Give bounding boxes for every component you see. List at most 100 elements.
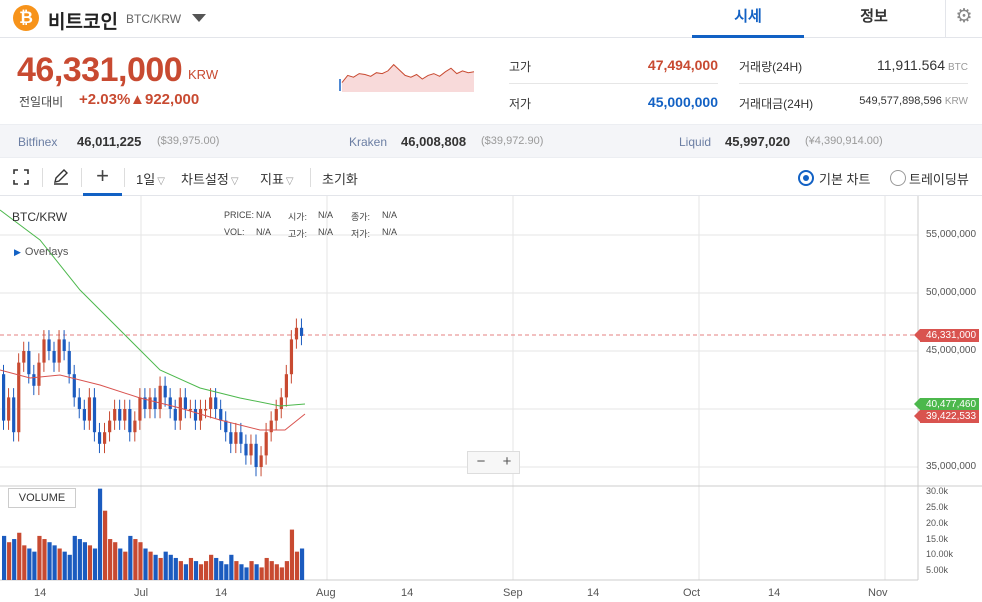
indicators-menu[interactable]: 지표 ▽ <box>260 169 294 188</box>
candle-body <box>224 420 228 433</box>
price-chart[interactable] <box>0 196 982 602</box>
x-tick-label: 14 <box>215 587 228 599</box>
pencil-icon[interactable] <box>48 159 74 196</box>
chart-settings-menu[interactable]: 차트설정 ▽ <box>181 169 239 188</box>
candle-body <box>17 362 21 433</box>
candle-body <box>22 351 26 363</box>
change-amount: 922,000 <box>145 91 200 108</box>
candle-body <box>47 339 51 351</box>
ohlc-open-value: N/A <box>318 210 334 220</box>
chevron-down-icon: ▽ <box>285 176 294 187</box>
volume-bar <box>274 564 279 580</box>
candle-body <box>62 339 66 351</box>
chevron-down-icon[interactable] <box>192 14 206 22</box>
volume-bar <box>178 561 183 580</box>
candle-body <box>2 374 6 421</box>
reset-button[interactable]: 초기화 <box>322 172 358 187</box>
volume-24h: 11,911.564 BTC <box>800 57 968 73</box>
volume-bar <box>193 561 199 580</box>
divider <box>81 168 82 187</box>
volume-bar <box>148 551 153 580</box>
candle-body <box>67 351 71 375</box>
crosshair-icon[interactable]: + <box>83 159 122 196</box>
volume-bar <box>92 548 98 580</box>
tradingview-label[interactable]: 트레이딩뷰 <box>909 172 969 187</box>
x-tick-label: 14 <box>587 587 600 599</box>
volume-bar <box>118 548 123 580</box>
volume-bar <box>198 564 204 580</box>
ma-short-price-tag: 39,422,533 <box>913 410 980 423</box>
ohlc-price-value: N/A <box>256 210 272 220</box>
volume-tick-label: 10.00k <box>926 549 954 559</box>
sparkline-line <box>341 63 475 83</box>
volume-bar <box>138 542 143 580</box>
volume-bar <box>72 535 77 580</box>
volume-bar <box>97 488 103 580</box>
price-sparkline <box>338 57 478 92</box>
volume-bar <box>67 554 72 580</box>
fullscreen-icon[interactable] <box>8 159 34 196</box>
candle-body <box>234 432 238 444</box>
y-tick-label: 35,000,000 <box>926 461 977 472</box>
ohlc-vol-value: N/A <box>256 227 272 237</box>
coin-pair: BTC/KRW <box>126 12 182 26</box>
y-tick-label: 50,000,000 <box>926 287 977 298</box>
candle-body <box>108 420 112 433</box>
candle-body <box>92 397 97 433</box>
x-tick-label: Sep <box>503 587 523 599</box>
candle-body <box>294 327 299 340</box>
candle-body <box>113 409 117 421</box>
divider <box>739 83 968 84</box>
candle-body <box>173 409 177 421</box>
interval-select[interactable]: 1일 ▽ <box>136 169 165 188</box>
exchange-name[interactable]: Kraken <box>349 135 388 149</box>
volume-bar <box>188 557 194 580</box>
candle-body <box>153 397 157 409</box>
volume-tick-label: 15.0k <box>926 534 949 544</box>
candle-body <box>128 409 132 433</box>
exchange-price: 45,997,020 <box>725 134 791 149</box>
divider <box>509 83 718 84</box>
volume-bar <box>209 554 214 580</box>
exchange-name[interactable]: Liquid <box>679 135 712 149</box>
candle-body <box>289 339 294 375</box>
exchange-name[interactable]: Bitfinex <box>18 135 58 149</box>
volume-bar <box>289 529 295 580</box>
y-tick-label: 55,000,000 <box>926 229 977 240</box>
candle-body <box>163 385 167 398</box>
basic-chart-label[interactable]: 기본 차트 <box>819 172 871 187</box>
volume-bar <box>299 548 305 580</box>
candle-body <box>239 432 243 444</box>
ohlc-high-label: 고가: <box>288 229 308 239</box>
volume-bar <box>153 554 158 580</box>
zoom-out-button[interactable]: − <box>476 453 486 470</box>
tradingview-radio[interactable] <box>890 170 906 186</box>
candle-body <box>168 397 172 409</box>
ma-long-line <box>0 209 306 407</box>
tab-price[interactable]: 시세 <box>692 0 804 38</box>
zoom-control: − + <box>467 451 520 474</box>
candle-body <box>143 397 147 409</box>
indicators-label: 지표 <box>260 172 284 187</box>
candle-body <box>299 327 304 336</box>
volume-bar <box>32 551 37 580</box>
divider <box>124 168 125 187</box>
volume-bar <box>12 539 17 580</box>
volume-bar <box>204 561 209 580</box>
overlays-toggle[interactable]: ▶ Overlays <box>14 246 68 258</box>
chart-title: BTC/KRW <box>12 210 68 224</box>
volume-unit: BTC <box>948 62 968 73</box>
candle-body <box>133 420 137 433</box>
volume-bar <box>62 551 67 580</box>
x-tick-label: Nov <box>868 587 888 599</box>
ohlc-low-value: N/A <box>382 227 398 237</box>
volume-tick-label: 30.0k <box>926 486 949 496</box>
volume-bar <box>249 561 254 580</box>
tab-info[interactable]: 정보 <box>860 8 888 25</box>
trade-value-unit: KRW <box>944 96 968 107</box>
basic-chart-radio[interactable] <box>798 170 814 186</box>
change-label: 전일대비 <box>19 95 64 109</box>
zoom-in-button[interactable]: + <box>502 453 512 470</box>
gear-icon[interactable]: ⚙ <box>945 0 982 38</box>
candle-body <box>198 409 203 421</box>
